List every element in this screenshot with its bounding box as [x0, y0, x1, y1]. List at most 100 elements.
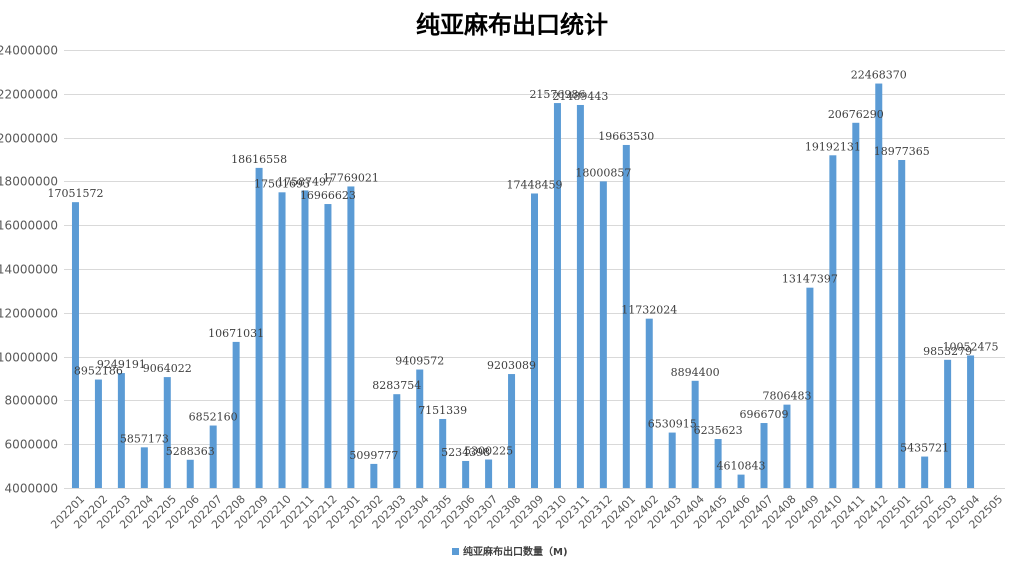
y-tick-label: 10000000	[0, 351, 58, 365]
bar	[852, 122, 860, 488]
data-label: 21576986	[529, 88, 585, 101]
data-label: 5857173	[120, 432, 169, 445]
data-label: 17587497	[277, 175, 333, 188]
data-label: 22468370	[851, 69, 907, 82]
data-label: 8894400	[671, 366, 720, 379]
bar	[232, 341, 240, 488]
bar	[714, 439, 722, 488]
data-label: 19663530	[598, 130, 654, 143]
data-label: 7151339	[418, 404, 467, 417]
data-label: 7806483	[762, 390, 811, 403]
legend-label: 纯亚麻布出口数量（M)	[463, 545, 568, 558]
bar	[967, 355, 975, 488]
y-axis-ticks: 4000000 6000000 8000000 10000000 12000000 140…	[0, 44, 58, 496]
bar	[508, 374, 516, 488]
bar	[645, 318, 653, 488]
data-label: 6530915	[648, 418, 697, 431]
bar	[668, 432, 676, 488]
data-label: 13147397	[782, 273, 838, 286]
bar	[599, 181, 607, 488]
y-tick-label: 4000000	[5, 482, 58, 496]
data-label: 6966709	[740, 408, 789, 421]
data-label: 20676290	[828, 108, 884, 121]
bar	[875, 83, 883, 488]
data-label: 6235623	[694, 424, 743, 437]
data-label: 5234398	[441, 446, 490, 459]
x-axis-ticks: 2022012022022022032022042022052022062022…	[48, 493, 1005, 532]
data-label: 6852160	[189, 411, 238, 424]
data-label: 4610843	[717, 460, 766, 473]
bar	[553, 103, 561, 489]
legend-swatch	[452, 548, 459, 555]
y-tick-label: 14000000	[0, 263, 58, 277]
bar	[737, 474, 745, 488]
bar	[921, 456, 929, 488]
data-label: 9853279	[923, 345, 972, 358]
bar	[576, 104, 584, 488]
data-label: 5435721	[900, 442, 949, 455]
data-label: 16966623	[300, 189, 356, 202]
chart-title: 纯亚麻布出口统计	[416, 11, 608, 39]
bar	[209, 425, 217, 488]
y-tick-label: 22000000	[0, 88, 58, 102]
bar	[760, 423, 768, 488]
bar	[347, 186, 355, 488]
data-label: 17448459	[507, 178, 563, 191]
bar	[186, 459, 194, 488]
bar	[163, 377, 171, 488]
y-tick-label: 16000000	[0, 219, 58, 233]
bar	[783, 404, 791, 488]
bar	[301, 190, 309, 488]
y-tick-label: 18000000	[0, 175, 58, 189]
bars	[71, 83, 975, 489]
data-label: 18000857	[575, 166, 631, 179]
data-label: 5099777	[349, 449, 398, 462]
bar	[622, 144, 630, 488]
bar	[416, 369, 424, 488]
bar	[531, 193, 538, 488]
bar	[439, 418, 447, 488]
bar	[324, 204, 332, 489]
bar	[462, 460, 470, 488]
data-label: 10671031	[208, 327, 264, 340]
y-tick-label: 8000000	[5, 394, 58, 408]
data-label: 5300225	[464, 445, 513, 458]
bar	[117, 373, 125, 488]
bar	[898, 159, 906, 488]
data-label: 18616558	[231, 153, 287, 166]
bar	[691, 380, 699, 488]
bar	[278, 192, 286, 488]
data-label: 19192131	[805, 140, 861, 153]
data-label: 5288363	[166, 445, 215, 458]
data-label: 9409572	[395, 355, 444, 368]
bar	[944, 359, 952, 488]
bar	[255, 167, 263, 488]
data-label: 21489443	[552, 90, 608, 103]
data-label: 8952186	[74, 365, 123, 378]
bar	[370, 463, 378, 488]
bar	[829, 155, 837, 488]
data-label: 17769021	[323, 171, 379, 184]
data-label: 17501693	[254, 177, 310, 190]
bar	[393, 394, 401, 488]
bar	[485, 459, 493, 488]
data-label: 9203089	[487, 359, 536, 372]
bar	[94, 379, 102, 488]
data-label: 17051572	[47, 187, 103, 200]
y-tick-label: 6000000	[5, 438, 58, 452]
y-tick-label: 12000000	[0, 307, 58, 321]
y-tick-label: 20000000	[0, 132, 58, 146]
data-label: 9064022	[143, 362, 192, 375]
data-label: 10052475	[943, 340, 999, 353]
bar	[140, 447, 148, 488]
bar	[71, 202, 79, 488]
y-tick-label: 24000000	[0, 44, 58, 58]
bar	[806, 287, 814, 488]
data-label: 11732024	[621, 304, 677, 317]
data-label: 18977365	[874, 145, 930, 158]
data-label: 9249191	[97, 358, 146, 371]
legend: 纯亚麻布出口数量（M)	[452, 545, 568, 558]
